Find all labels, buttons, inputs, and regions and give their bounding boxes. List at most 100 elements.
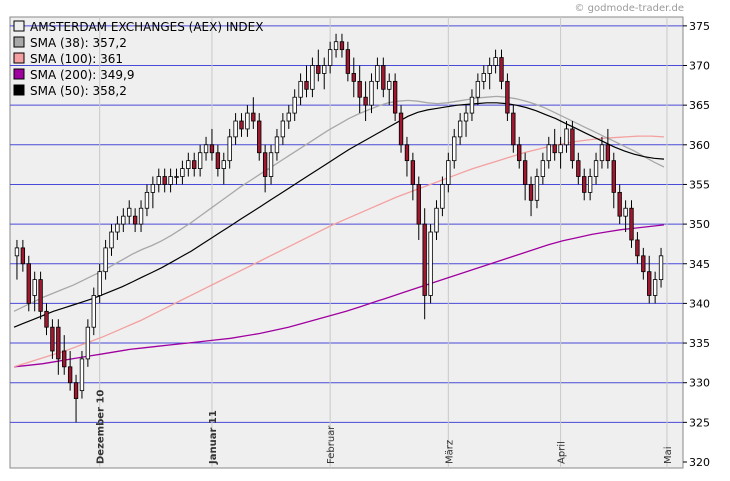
y-tick-label: 325 xyxy=(689,416,710,429)
candle-body xyxy=(499,57,504,82)
legend-sma200: SMA (200): 349,9 xyxy=(30,68,134,82)
candle-body xyxy=(245,112,250,130)
candle-body xyxy=(487,65,492,74)
candle-body xyxy=(144,191,150,209)
candle-body xyxy=(457,120,463,138)
candle-body xyxy=(327,49,333,66)
y-tick-label: 335 xyxy=(689,337,710,350)
candle-body xyxy=(150,184,156,193)
candle-body xyxy=(522,160,528,185)
x-tick-label: Dezember 10 xyxy=(96,390,107,464)
candle-body xyxy=(428,231,433,296)
candle-body xyxy=(410,160,416,185)
candle-body xyxy=(392,80,398,114)
y-tick-label: 345 xyxy=(689,258,710,271)
candle-body xyxy=(132,215,138,225)
candle-body xyxy=(138,207,144,225)
candle-body xyxy=(121,215,126,225)
candle-body xyxy=(115,223,120,233)
legend: AMSTERDAM EXCHANGES (AEX) INDEX SMA (38)… xyxy=(13,20,263,98)
candle-body xyxy=(593,160,599,177)
candle-body xyxy=(351,73,356,82)
candle-body xyxy=(658,255,664,281)
candle-body xyxy=(463,112,469,122)
legend-swatch-sma200 xyxy=(13,68,25,80)
y-tick-label: 330 xyxy=(689,377,710,390)
candle-body xyxy=(109,231,114,249)
legend-sma50: SMA (50): 358,2 xyxy=(30,84,127,98)
candle-body xyxy=(322,65,327,74)
candles xyxy=(14,33,664,423)
legend-sma100: SMA (100): 361 xyxy=(30,52,123,66)
candle-body xyxy=(209,144,215,154)
candle-body xyxy=(215,152,221,169)
candle-body xyxy=(623,207,628,217)
sma50-line xyxy=(13,102,665,328)
candle-body xyxy=(652,279,658,296)
candle-body xyxy=(73,382,79,399)
candle-body xyxy=(481,73,486,82)
candle-body xyxy=(475,80,481,98)
legend-swatch-sma38 xyxy=(13,36,25,48)
candle-body xyxy=(511,112,516,146)
candle-body xyxy=(298,80,303,98)
x-tick-label: März xyxy=(444,440,455,464)
candle-body xyxy=(286,112,291,122)
candle-body xyxy=(280,120,286,138)
candle-body xyxy=(239,120,244,130)
y-tick-label: 355 xyxy=(689,178,710,191)
legend-sma38: SMA (38): 357,2 xyxy=(30,36,127,50)
candle-body xyxy=(20,247,26,265)
candle-body xyxy=(381,65,386,90)
x-tick-label: Februar xyxy=(326,425,337,464)
candle-body xyxy=(14,247,20,257)
candle-body xyxy=(363,96,368,106)
candle-body xyxy=(564,128,569,146)
y-tick-label: 340 xyxy=(689,297,710,310)
candle-body xyxy=(227,136,232,162)
candle-body xyxy=(233,120,238,138)
legend-index: AMSTERDAM EXCHANGES (AEX) INDEX xyxy=(30,20,263,34)
candle-body xyxy=(156,176,161,185)
candle-body xyxy=(103,247,108,273)
legend-swatch-sma100 xyxy=(13,52,25,64)
candle-body xyxy=(257,120,262,154)
legend-swatch-index xyxy=(13,20,25,32)
candle-body xyxy=(357,80,362,98)
candle-body xyxy=(26,263,31,304)
candle-body xyxy=(404,144,410,162)
sma38-line xyxy=(13,95,665,312)
y-tick-label: 350 xyxy=(689,218,710,231)
candle-body xyxy=(422,223,427,296)
candle-body xyxy=(168,176,173,185)
y-tick-label: 320 xyxy=(689,456,710,469)
candle-body xyxy=(434,207,439,233)
candle-body xyxy=(304,80,309,90)
candle-body xyxy=(617,191,622,217)
candle-body xyxy=(416,184,421,225)
candle-body xyxy=(587,176,593,193)
candle-body xyxy=(469,96,475,114)
candle-body xyxy=(570,128,575,162)
candle-body xyxy=(174,176,179,178)
candle-body xyxy=(605,144,611,162)
y-axis-ticks: 320 325 330 335 340 345 350 355 360 365 370 375 xyxy=(683,20,710,469)
candle-body xyxy=(38,279,43,312)
x-tick-label: Januar 11 xyxy=(208,410,219,465)
candle-body xyxy=(56,326,61,360)
candle-body xyxy=(599,144,605,162)
plot-area xyxy=(9,16,684,469)
candle-body xyxy=(493,57,498,66)
x-axis-ticks: Dezember 10 Januar 11 Februar März April Mai xyxy=(96,390,674,465)
candle-body xyxy=(339,41,345,51)
candle-body xyxy=(387,80,392,90)
candle-body xyxy=(268,152,274,177)
candle-body xyxy=(91,295,96,328)
candle-body xyxy=(221,160,226,169)
x-tick-label: April xyxy=(557,441,568,464)
candle-body xyxy=(50,326,55,352)
candle-body xyxy=(369,80,374,106)
y-tick-label: 370 xyxy=(689,60,710,73)
candle-body xyxy=(641,255,646,273)
candle-body xyxy=(67,366,73,384)
